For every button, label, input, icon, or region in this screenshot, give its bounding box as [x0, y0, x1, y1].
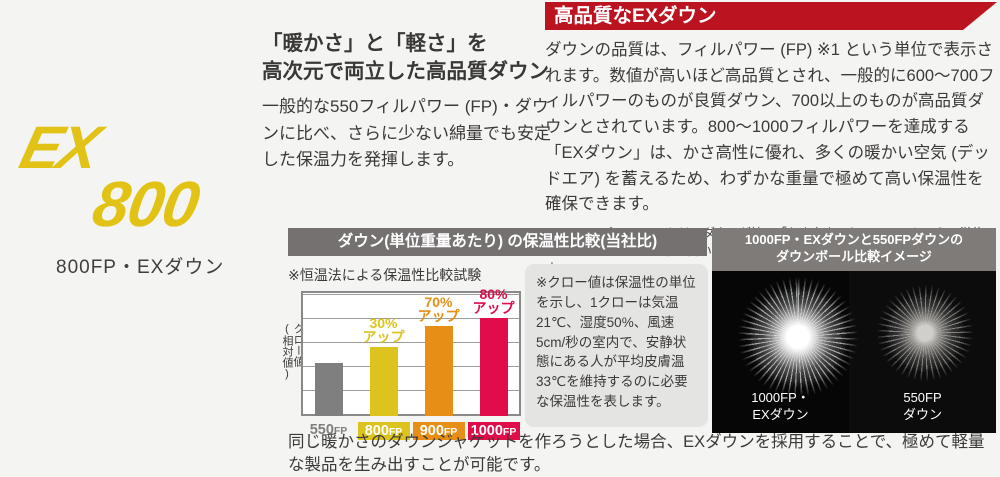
- intro-heading-line2: 高次元で両立した高品質ダウン: [262, 59, 549, 83]
- bar-800fp: 30% アップ: [361, 314, 407, 416]
- down-ball-label-550fp-line2: ダウン: [902, 406, 942, 422]
- down-ball-label-1000fp: 1000FP・ EXダウン: [712, 390, 849, 423]
- chart-bars: 30% アップ 70% アップ 80% アップ: [301, 286, 521, 416]
- compare-box-title-line1: 1000FP・EXダウンと550FPダウンの: [744, 232, 964, 247]
- ex800-logo: EX 800 800FP・EXダウン: [14, 114, 262, 279]
- bar-annotation-1000fp: 80% アップ: [472, 285, 515, 317]
- intro-body: 一般的な550フィルパワー (FP)・ダウンに比べ、さらに少ない綿量でも安定した…: [262, 97, 551, 170]
- ex800-logo-number-text: 800: [87, 168, 205, 240]
- quality-header-banner: 高品質なEXダウン: [545, 2, 997, 30]
- bar-annotation-900fp: 70% アップ: [417, 293, 460, 325]
- chart-title-bar: ダウン(単位重量あたり) の保温性比較(当社比): [288, 228, 707, 256]
- down-ball-label-550fp: 550FP ダウン: [849, 390, 996, 423]
- clo-value-note-box: ※クロー値は保温性の単位を示し、1クローは気温21℃、湿度50%、風速5cm/秒…: [525, 264, 708, 427]
- heat-retention-chart-section: ダウン(単位重量あたり) の保温性比較(当社比) ※恒温法による保温性比較試験 …: [281, 228, 707, 440]
- down-ball-photo-area: 1000FP・ EXダウン 550FP ダウン: [712, 270, 996, 433]
- chart-y-axis-label: クロー値(相対値): [281, 322, 304, 380]
- chart-test-method-note: ※恒温法による保温性比較試験: [288, 267, 482, 283]
- down-ball-label-1000fp-line2: EXダウン: [752, 406, 809, 422]
- intro-heading-line1: 「暖かさ」と「軽さ」を: [262, 32, 488, 55]
- x-axis-label-550fp: 550FP: [309, 422, 348, 438]
- bar-900fp: 70% アップ: [416, 293, 462, 416]
- intro-section: 「暖かさ」と「軽さ」を 高次元で両立した高品質ダウン 一般的な550フィルパワー…: [262, 30, 552, 173]
- down-ball-image-1000fp: [738, 276, 858, 397]
- bottom-summary-text: 同じ暖かさのダウンジャケットを作ろうとした場合、EXダウンを採用することで、極め…: [288, 433, 985, 474]
- compare-box-title-line2: ダウンボール比較イメージ: [776, 248, 932, 264]
- down-ball-label-1000fp-line1: 1000FP・: [751, 390, 810, 406]
- down-ball-image-550fp: [877, 284, 973, 381]
- bar-rect-800fp: [369, 347, 398, 416]
- compare-box-title: 1000FP・EXダウンと550FPダウンの ダウンボール比較イメージ: [712, 228, 996, 271]
- intro-heading: 「暖かさ」と「軽さ」を 高次元で両立した高品質ダウン: [262, 30, 552, 85]
- bar-annotation-800fp: 30% アップ: [362, 314, 405, 346]
- bar-chart: クロー値(相対値) 30% アップ 70% アップ 80% アップ 550FP 800FP 9…: [281, 286, 707, 440]
- ex800-logo-ex-text: EX: [13, 114, 105, 181]
- down-ball-compare-box: 1000FP・EXダウンと550FPダウンの ダウンボール比較イメージ 1000…: [712, 228, 996, 433]
- x-axis-label-900fp: 900FP: [412, 422, 465, 440]
- ex800-logo-caption: 800FP・EXダウン: [56, 257, 225, 278]
- bar-rect-900fp: [424, 326, 453, 416]
- bar-rect-550fp: [314, 363, 343, 416]
- quality-body-text: ダウンの品質は、フィルパワー (FP) ※1 という単位で表示されます。数値が高…: [545, 41, 995, 214]
- bar-rect-1000fp: [479, 318, 508, 416]
- bar-1000fp: 80% アップ: [471, 285, 517, 416]
- bar-550fp: [306, 363, 352, 416]
- down-ball-label-550fp-line1: 550FP: [903, 390, 942, 406]
- x-axis-label-1000fp: 1000FP: [467, 422, 520, 440]
- x-axis-label-800fp: 800FP: [357, 422, 410, 440]
- chart-x-axis-labels: 550FP 800FP 900FP 1000FP: [301, 422, 521, 440]
